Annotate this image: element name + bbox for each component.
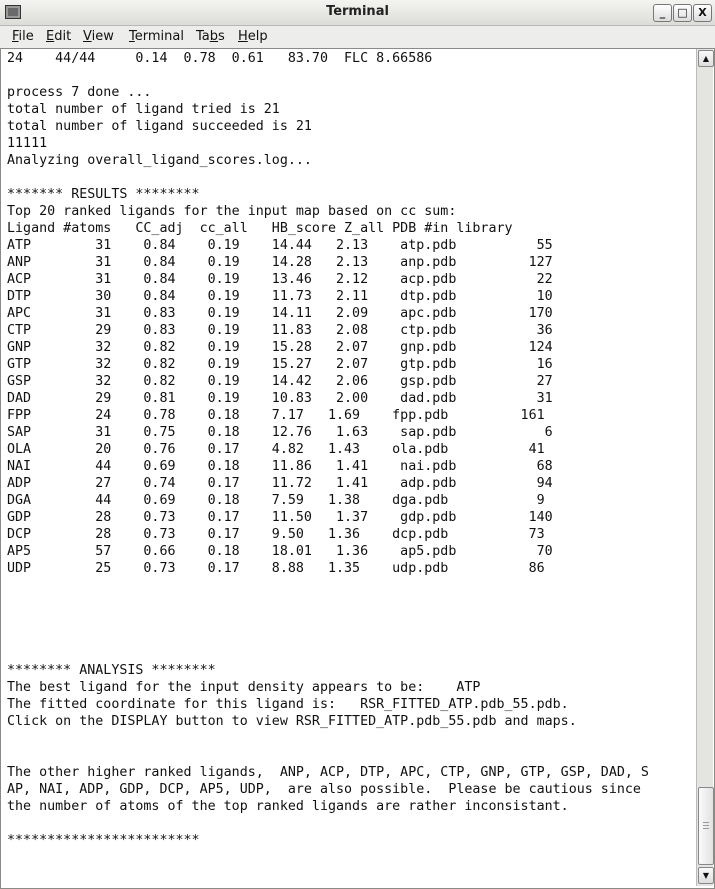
terminal-line: ATP 31 0.84 0.19 14.44 2.13 atp.pdb 55 [7, 238, 553, 253]
scroll-down-button[interactable]: ▼ [698, 867, 714, 884]
terminal-line [7, 169, 649, 186]
terminal-line: 24 44/44 0.14 0.78 0.61 83.70 FLC 8.6658… [7, 51, 433, 66]
terminal-app-icon[interactable] [5, 5, 21, 19]
terminal-line: The fitted coordinate for this ligand is… [7, 697, 569, 712]
terminal-line [7, 645, 649, 662]
terminal-line: UDP 25 0.73 0.17 8.88 1.35 udp.pdb 86 [7, 561, 545, 576]
menu-edit[interactable]: Edit [46, 29, 71, 44]
terminal-line: CTP 29 0.83 0.19 11.83 2.08 ctp.pdb 36 [7, 323, 553, 338]
terminal-output: 24 44/44 0.14 0.78 0.61 83.70 FLC 8.6658… [7, 50, 649, 849]
terminal-line: total number of ligand tried is 21 [7, 102, 280, 117]
close-icon: X [698, 6, 707, 19]
terminal-line: GDP 28 0.73 0.17 11.50 1.37 gdp.pdb 140 [7, 510, 553, 525]
terminal-line [7, 67, 649, 84]
terminal-line: FPP 24 0.78 0.18 7.17 1.69 fpp.pdb 161 [7, 408, 545, 423]
arrow-up-icon: ▲ [702, 54, 710, 63]
menu-mnemonic: V [83, 29, 92, 44]
terminal-line [7, 577, 649, 594]
terminal-line: ADP 27 0.74 0.17 11.72 1.41 adp.pdb 94 [7, 476, 553, 491]
terminal-line: DGA 44 0.69 0.18 7.59 1.38 dga.pdb 9 [7, 493, 545, 508]
terminal-line: the number of atoms of the top ranked li… [7, 799, 569, 814]
terminal-line: process 7 done ... [7, 85, 152, 100]
terminal-line: ******** ANALYSIS ******** [7, 663, 216, 678]
minimize-button[interactable]: _ [653, 4, 672, 22]
menu-mnemonic: H [238, 29, 248, 44]
terminal-line: GTP 32 0.82 0.19 15.27 2.07 gtp.pdb 16 [7, 357, 553, 372]
scrollbar-thumb[interactable] [698, 787, 714, 865]
terminal-line: Top 20 ranked ligands for the input map … [7, 204, 457, 219]
terminal-line: NAI 44 0.69 0.18 11.86 1.41 nai.pdb 68 [7, 459, 553, 474]
terminal-line [7, 611, 649, 628]
scroll-up-button[interactable]: ▲ [698, 50, 714, 67]
terminal-line: DTP 30 0.84 0.19 11.73 2.11 dtp.pdb 10 [7, 289, 553, 304]
terminal-line [7, 594, 649, 611]
vertical-scrollbar[interactable]: ▲ ▼ [696, 49, 714, 886]
menu-label-part: erminal [134, 29, 184, 44]
menu-help[interactable]: Help [238, 29, 268, 44]
menu-mnemonic: b [209, 29, 219, 44]
arrow-down-icon: ▼ [702, 871, 710, 880]
terminal-line: APC 31 0.83 0.19 14.11 2.09 apc.pdb 170 [7, 306, 553, 321]
terminal-line: The best ligand for the input density ap… [7, 680, 481, 695]
terminal-line: DAD 29 0.81 0.19 10.83 2.00 dad.pdb 31 [7, 391, 553, 406]
menu-label-part: Ta [196, 29, 210, 44]
maximize-button[interactable]: □ [673, 4, 692, 22]
window-title: Terminal [326, 4, 389, 19]
menu-label-part: ile [18, 29, 34, 44]
menu-file[interactable]: File [12, 29, 34, 44]
terminal-line: ******* RESULTS ******** [7, 187, 200, 202]
menu-label-part: s [218, 29, 225, 44]
menu-mnemonic: E [46, 29, 55, 44]
maximize-icon: □ [677, 6, 688, 19]
menu-mnemonic: F [12, 29, 19, 44]
minimize-icon: _ [659, 6, 666, 19]
terminal-line: Click on the DISPLAY button to view RSR_… [7, 714, 577, 729]
close-button[interactable]: X [693, 4, 712, 22]
menu-view[interactable]: View [83, 29, 114, 44]
terminal-line: ANP 31 0.84 0.19 14.28 2.13 anp.pdb 127 [7, 255, 553, 270]
terminal-line [7, 815, 649, 832]
menu-label-part: iew [91, 29, 114, 44]
terminal-line: The other higher ranked ligands, ANP, AC… [7, 765, 649, 780]
terminal-line: AP5 57 0.66 0.18 18.01 1.36 ap5.pdb 70 [7, 544, 553, 559]
terminal-line: OLA 20 0.76 0.17 4.82 1.43 ola.pdb 41 [7, 442, 545, 457]
menu-terminal[interactable]: Terminal [129, 29, 184, 44]
terminal-line: Ligand #atoms CC_adj cc_all HB_score Z_a… [7, 221, 513, 236]
terminal-line [7, 747, 649, 764]
terminal-line: total number of ligand succeeded is 21 [7, 119, 312, 134]
terminal-line: ACP 31 0.84 0.19 13.46 2.12 acp.pdb 22 [7, 272, 553, 287]
terminal-line [7, 628, 649, 645]
terminal-line: ************************ [7, 833, 200, 848]
menu-label-part: dit [54, 29, 72, 44]
terminal-line: SAP 31 0.75 0.18 12.76 1.63 sap.pdb 6 [7, 425, 553, 440]
menu-tabs[interactable]: Tabs [196, 29, 225, 44]
terminal-line [7, 730, 649, 747]
menu-bar: File Edit View Terminal Tabs Help [0, 26, 715, 48]
terminal-line: DCP 28 0.73 0.17 9.50 1.36 dcp.pdb 73 [7, 527, 545, 542]
terminal-line: GSP 32 0.82 0.19 14.42 2.06 gsp.pdb 27 [7, 374, 553, 389]
terminal-line: GNP 32 0.82 0.19 15.28 2.07 gnp.pdb 124 [7, 340, 553, 355]
title-bar[interactable]: Terminal _ □ X [0, 0, 715, 26]
terminal-line: 11111 [7, 136, 48, 151]
menu-label-part: elp [247, 29, 268, 44]
terminal-line: AP, NAI, ADP, GDP, DCP, AP5, UDP, are al… [7, 782, 641, 797]
menu-mnemonic: T [129, 29, 135, 44]
terminal-view[interactable]: 24 44/44 0.14 0.78 0.61 83.70 FLC 8.6658… [0, 48, 715, 889]
terminal-line: Analyzing overall_ligand_scores.log... [7, 153, 312, 168]
